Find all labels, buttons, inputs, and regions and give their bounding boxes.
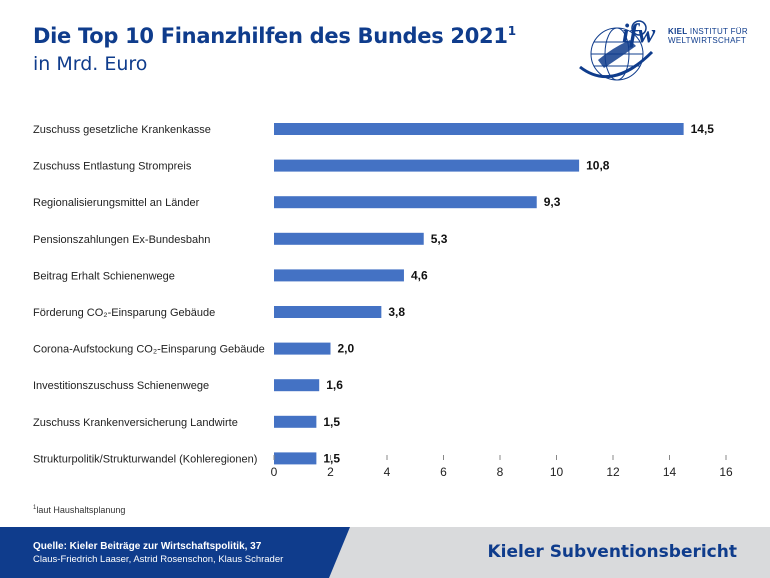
- logo-line-kiel: KIEL: [668, 27, 688, 36]
- value-label: 2,0: [338, 342, 355, 356]
- footer-source-panel: Quelle: Kieler Beiträge zur Wirtschaftsp…: [0, 527, 350, 578]
- value-label: 10,8: [586, 159, 610, 173]
- value-labels: 14,5 10,8 9,3 5,3 4,6 3,8 2,0 1,6 1,5 1,5: [323, 122, 714, 465]
- category-label: Pensionszahlungen Ex-Bundesbahn: [33, 234, 210, 246]
- value-label: 3,8: [388, 305, 405, 319]
- category-label: Beitrag Erhalt Schienenwege: [33, 270, 175, 282]
- footnote-mark: 1: [33, 505, 37, 511]
- category-label: Zuschuss Krankenversicherung Landwirte: [33, 417, 238, 429]
- category-labels: Zuschuss gesetzliche Krankenkasse Zuschus…: [33, 124, 265, 465]
- report-brand: Kieler Subventionsbericht: [487, 542, 738, 562]
- logo-mark: ifw: [622, 19, 656, 48]
- tick-label: 12: [606, 465, 620, 479]
- globe-icon: [579, 20, 654, 81]
- tick-label: 14: [663, 465, 677, 479]
- logo-line-institut: INSTITUT FÜR: [689, 27, 748, 36]
- tick-label: 10: [550, 465, 564, 479]
- tick-label: 6: [440, 465, 447, 479]
- category-label: Strukturpolitik/Strukturwandel (Kohlereg…: [33, 453, 257, 465]
- tick-label: 2: [327, 465, 334, 479]
- logo-line-weltwirtschaft: WELTWIRTSCHAFT: [668, 36, 747, 45]
- bar-chart: Zuschuss gesetzliche Krankenkasse Zuschus…: [33, 122, 733, 479]
- logo-wordmark: KIEL INSTITUT FÜR WELTWIRTSCHAFT: [668, 27, 748, 45]
- tick-label: 0: [271, 465, 278, 479]
- category-label: Regionalisierungsmittel an Länder: [33, 197, 200, 209]
- bar: [274, 342, 331, 355]
- footnote-text: laut Haushaltsplanung: [36, 505, 126, 515]
- value-label: 5,3: [431, 232, 448, 246]
- bar: [274, 452, 317, 465]
- chart-title: Die Top 10 Finanzhilfen des Bundes 20211: [33, 24, 516, 48]
- bar: [274, 379, 320, 392]
- category-label: Corona-Aufstockung CO₂-Einsparung Gebäud…: [33, 344, 265, 356]
- source-line: Quelle: Kieler Beiträge zur Wirtschaftsp…: [33, 541, 262, 552]
- authors-line: Claus-Friedrich Laaser, Astrid Rosenscho…: [33, 554, 284, 565]
- chart-subtitle: in Mrd. Euro: [33, 53, 148, 75]
- value-label: 4,6: [411, 268, 428, 282]
- bar: [274, 123, 684, 135]
- footnote: 1laut Haushaltsplanung: [33, 505, 125, 515]
- ifw-logo: ifw: [579, 19, 656, 81]
- bar: [274, 415, 317, 428]
- bar: [274, 269, 404, 282]
- chart-title-text: Die Top 10 Finanzhilfen des Bundes 2021: [33, 24, 508, 48]
- tick-label: 4: [384, 465, 391, 479]
- footer-bar: Quelle: Kieler Beiträge zur Wirtschaftsp…: [0, 527, 770, 578]
- value-label: 1,5: [323, 451, 340, 465]
- bar: [274, 232, 424, 245]
- value-label: 1,6: [326, 378, 343, 392]
- bar: [274, 196, 537, 209]
- category-label: Investitionszuschuss Schienenwege: [33, 380, 209, 392]
- tick-label: 16: [719, 465, 733, 479]
- title-footnote-mark: 1: [507, 24, 516, 38]
- x-axis-ticks: 0 2 4 6 8 10 12 14 16: [271, 455, 733, 479]
- value-label: 14,5: [691, 122, 715, 136]
- category-label: Zuschuss Entlastung Strompreis: [33, 161, 192, 173]
- value-label: 9,3: [544, 195, 561, 209]
- bar: [274, 306, 382, 318]
- category-label: Zuschuss gesetzliche Krankenkasse: [33, 124, 211, 136]
- tick-label: 8: [497, 465, 504, 479]
- category-label: Förderung CO₂-Einsparung Gebäude: [33, 307, 215, 319]
- value-label: 1,5: [323, 415, 340, 429]
- bars: [274, 123, 684, 465]
- bar: [274, 159, 580, 172]
